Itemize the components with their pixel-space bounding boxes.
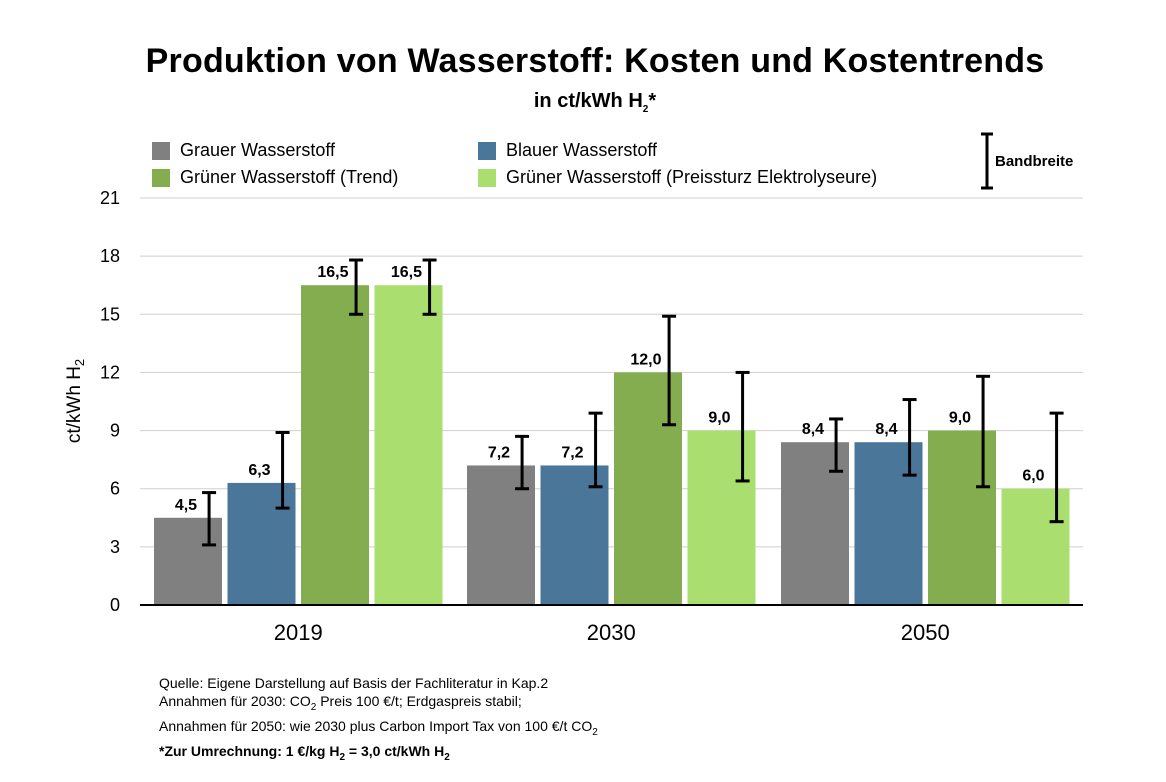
chart-title: Produktion von Wasserstoff: Kosten und K…	[145, 42, 1045, 80]
data-label: 4,5	[175, 497, 197, 514]
y-axis-label: ct/kWh H2	[64, 359, 87, 443]
legend-label-grey: Grauer Wasserstoff	[180, 140, 336, 160]
data-label: 16,5	[317, 264, 348, 281]
bar	[614, 372, 682, 605]
data-label: 8,4	[802, 421, 824, 438]
legend-swatch-blue	[478, 141, 496, 160]
error-bar-legend-icon	[981, 132, 993, 190]
y-tick-label: 3	[110, 537, 120, 557]
legend-swatch-green-trend	[152, 168, 170, 187]
note-conversion: *Zur Umrechnung: 1 €/kg H2 = 3,0 ct/kWh …	[159, 742, 450, 763]
y-tick-label: 6	[110, 479, 120, 499]
legend-swatch-grey	[152, 141, 170, 160]
x-tick-label: 2030	[587, 620, 636, 645]
chart-notes: Quelle: Eigene Darstellung auf Basis der…	[159, 674, 598, 766]
bar	[687, 430, 756, 605]
data-label: 16,5	[391, 264, 422, 281]
legend-item-blue: Blauer Wasserstoff	[478, 140, 657, 161]
y-tick-label: 12	[100, 362, 120, 382]
bar	[854, 442, 923, 605]
legend-label-green-trend: Grüner Wasserstoff (Trend)	[180, 167, 399, 187]
note-assumption-2050: Annahmen für 2050: wie 2030 plus Carbon …	[159, 717, 598, 738]
error-bar-legend-label: Bandbreite	[995, 153, 1074, 170]
data-label: 6,3	[248, 462, 270, 479]
bar	[928, 430, 996, 605]
y-tick-label: 18	[100, 246, 120, 266]
data-label: 9,0	[708, 410, 730, 427]
data-label: 7,2	[561, 444, 583, 461]
legend-item-green-price-drop: Grüner Wasserstoff (Preissturz Elektroly…	[478, 167, 877, 188]
data-label: 8,4	[875, 421, 897, 438]
note-source: Quelle: Eigene Darstellung auf Basis der…	[159, 675, 549, 691]
y-tick-label: 0	[110, 595, 120, 615]
y-tick-label: 9	[110, 421, 120, 441]
data-label: 6,0	[1022, 468, 1044, 485]
note-assumption-2030: Annahmen für 2030: CO2 Preis 100 €/t; Er…	[159, 693, 522, 713]
x-tick-label: 2019	[274, 620, 323, 645]
bar	[301, 285, 369, 605]
x-tick-label: 2050	[901, 620, 950, 645]
bar	[227, 482, 296, 605]
data-label: 7,2	[488, 444, 510, 461]
bar	[1001, 488, 1070, 605]
bar	[781, 442, 849, 605]
legend-item-green-trend: Grüner Wasserstoff (Trend)	[152, 167, 398, 188]
bar	[467, 465, 535, 605]
chart-subtitle: in ct/kWh H2*	[533, 90, 657, 115]
legend-label-green-price-drop: Grüner Wasserstoff (Preissturz Elektroly…	[506, 167, 878, 187]
data-label: 12,0	[630, 351, 661, 368]
y-tick-label: 15	[100, 304, 120, 324]
legend-swatch-green-price-drop	[478, 168, 496, 187]
bar	[374, 285, 443, 605]
legend-item-grey: Grauer Wasserstoff	[152, 140, 335, 161]
data-label: 9,0	[949, 410, 971, 427]
y-tick-label: 21	[100, 188, 120, 208]
legend-label-blue: Blauer Wasserstoff	[506, 140, 658, 160]
bar	[154, 517, 222, 605]
bar	[540, 465, 609, 605]
